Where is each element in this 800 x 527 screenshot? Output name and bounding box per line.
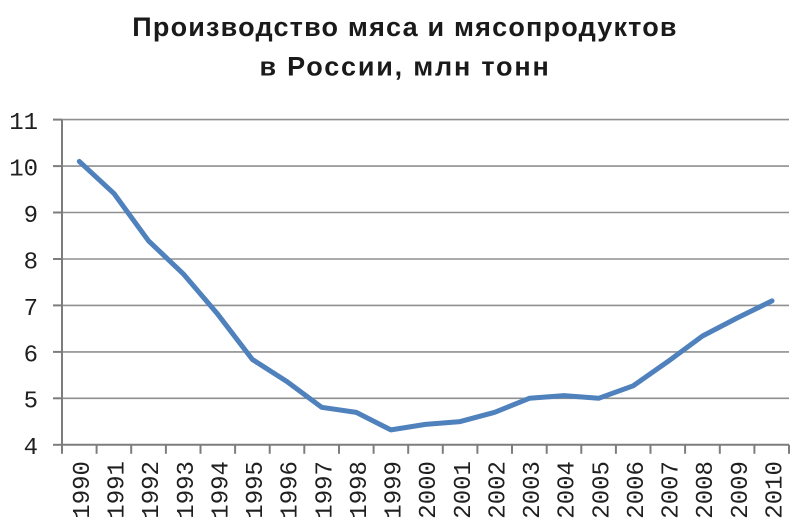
svg-text:1996: 1996 [278,461,305,519]
svg-text:2010: 2010 [762,461,789,519]
svg-text:10: 10 [9,157,38,184]
svg-text:1998: 1998 [347,461,374,519]
svg-text:2006: 2006 [624,461,651,519]
svg-text:1993: 1993 [174,461,201,519]
svg-text:11: 11 [9,110,38,137]
svg-text:6: 6 [24,342,38,369]
svg-text:1994: 1994 [209,461,236,519]
svg-text:7: 7 [24,296,38,323]
svg-text:в России, млн тонн: в России, млн тонн [259,51,550,81]
svg-text:8: 8 [24,249,38,276]
svg-text:Производство мяса и мясопродук: Производство мяса и мясопродуктов [132,12,677,42]
svg-text:2000: 2000 [416,461,443,519]
svg-text:2007: 2007 [659,461,686,519]
svg-text:2005: 2005 [589,461,616,519]
svg-text:2004: 2004 [555,461,582,519]
svg-text:1997: 1997 [312,461,339,519]
svg-text:1990: 1990 [70,461,97,519]
svg-text:2003: 2003 [520,461,547,519]
svg-text:5: 5 [24,389,38,416]
svg-text:2002: 2002 [485,461,512,519]
svg-text:9: 9 [24,203,38,230]
svg-text:2008: 2008 [693,461,720,519]
svg-text:1999: 1999 [382,461,409,519]
svg-text:2009: 2009 [728,461,755,519]
svg-text:1991: 1991 [105,461,132,519]
svg-text:1992: 1992 [139,461,166,519]
svg-text:4: 4 [24,435,38,462]
svg-text:2001: 2001 [451,461,478,519]
svg-text:1995: 1995 [243,461,270,519]
